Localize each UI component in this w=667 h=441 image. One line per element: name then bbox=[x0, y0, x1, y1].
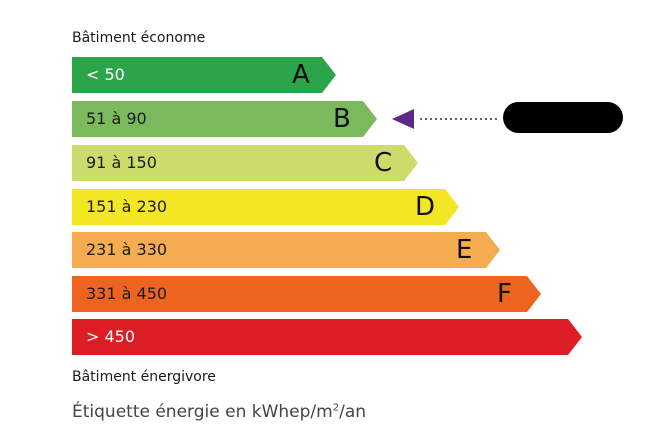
top-label: Bâtiment économe bbox=[72, 30, 206, 46]
bottom-label: Bâtiment énergivore bbox=[72, 369, 216, 385]
caption: Étiquette énergie en kWhep/m2/an bbox=[72, 402, 366, 422]
class-letter: F bbox=[497, 279, 512, 309]
class-letter: C bbox=[374, 148, 393, 178]
class-letter: A bbox=[292, 60, 310, 90]
bar-shape bbox=[72, 101, 377, 137]
range-label: 231 à 330 bbox=[86, 240, 168, 259]
energy-class-a: < 50 A bbox=[72, 57, 336, 93]
caption-unit: /an bbox=[339, 402, 367, 422]
range-label: 331 à 450 bbox=[86, 284, 168, 303]
class-letter: E bbox=[456, 235, 473, 265]
range-label: 51 à 90 bbox=[86, 109, 147, 128]
energy-class-d: 151 à 230 D bbox=[72, 189, 459, 225]
bar-shape bbox=[72, 232, 500, 268]
bar-shape bbox=[72, 319, 582, 355]
bar-shape bbox=[72, 57, 336, 93]
arrow-left-icon bbox=[392, 109, 414, 129]
energy-class-f: 331 à 450 F bbox=[72, 276, 541, 312]
caption-sup: 2 bbox=[332, 402, 340, 414]
energy-class-b: 51 à 90 B bbox=[72, 101, 377, 137]
caption-text: Étiquette énergie en kWhep/m bbox=[72, 402, 333, 422]
bar-shape bbox=[72, 189, 459, 225]
bar-shape bbox=[72, 145, 418, 181]
energy-class-g: > 450 bbox=[72, 319, 582, 355]
range-label: > 450 bbox=[86, 327, 136, 346]
class-letter: D bbox=[415, 192, 436, 222]
energy-class-c: 91 à 150 C bbox=[72, 145, 418, 181]
range-label: < 50 bbox=[86, 65, 125, 84]
range-label: 91 à 150 bbox=[86, 153, 157, 172]
bar-shape bbox=[72, 276, 541, 312]
energy-class-e: 231 à 330 E bbox=[72, 232, 500, 268]
current-class-marker bbox=[392, 109, 500, 129]
class-letter: B bbox=[333, 104, 351, 134]
range-label: 151 à 230 bbox=[86, 197, 168, 216]
redacted-value bbox=[503, 102, 623, 133]
